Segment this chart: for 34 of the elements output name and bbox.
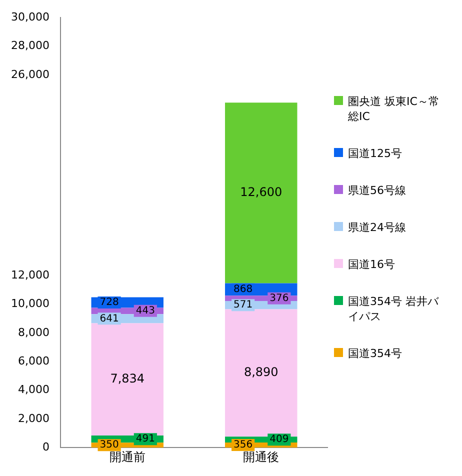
y-tick-label: 2,000	[18, 412, 50, 425]
legend-label: 国道125号	[348, 146, 403, 160]
bar	[91, 323, 164, 436]
bar	[225, 102, 298, 284]
legend-label: 国道354号 岩井バイパス	[348, 294, 440, 324]
y-tick-label: 6,000	[18, 354, 50, 368]
legend-label: 国道354号	[348, 346, 403, 360]
data-label: 376	[270, 292, 289, 304]
data-label: 12,600	[240, 185, 282, 200]
data-label: 571	[234, 300, 253, 311]
x-tick-label: 開通前	[109, 450, 146, 464]
x-tick-label: 開通後	[243, 450, 280, 464]
data-label: 641	[100, 313, 119, 324]
legend-label: 県道24号線	[348, 220, 407, 234]
y-tick-label: 4,000	[18, 383, 50, 396]
data-label: 350	[100, 440, 119, 451]
y-tick-label: 28,000	[10, 39, 50, 52]
data-label: 409	[270, 434, 289, 446]
data-label: 443	[136, 305, 155, 316]
legend-label: 県道56号線	[348, 182, 407, 198]
y-tick-label: 26,000	[10, 68, 50, 81]
data-label: 868	[234, 284, 253, 296]
data-label: 356	[234, 440, 253, 451]
legend-label: 圏央道 坂東IC～常総IC	[348, 94, 440, 124]
data-label: 728	[100, 297, 119, 308]
data-label: 8,890	[244, 365, 278, 380]
y-tick-label: 8,000	[18, 326, 50, 339]
y-tick-label: 12,000	[10, 268, 50, 282]
y-tick-label: 10,000	[10, 297, 50, 310]
y-tick-label: 0	[42, 440, 50, 454]
data-label: 7,834	[110, 372, 145, 386]
legend-label: 国道16号	[348, 256, 396, 272]
data-label: 491	[136, 434, 155, 445]
y-tick-label: 30,000	[10, 10, 50, 24]
